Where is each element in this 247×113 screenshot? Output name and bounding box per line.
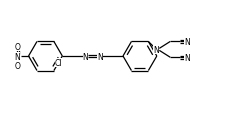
Text: N: N [97, 52, 103, 61]
Text: N: N [184, 53, 189, 62]
Text: Cl: Cl [55, 58, 62, 67]
Text: N: N [153, 45, 159, 54]
Text: O: O [15, 62, 21, 71]
Text: N: N [184, 38, 189, 47]
Text: N: N [15, 52, 21, 61]
Text: O: O [15, 42, 21, 51]
Text: N: N [82, 52, 88, 61]
